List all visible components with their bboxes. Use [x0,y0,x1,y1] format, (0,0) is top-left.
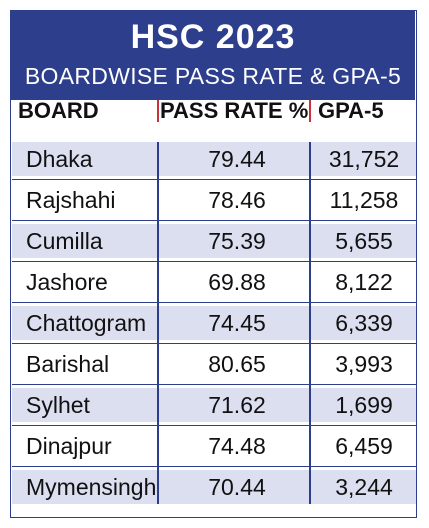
table-row: Cumilla 75.39 5,655 [12,224,416,258]
board-cell: Sylhet [26,392,90,418]
title: HSC 2023 [130,18,296,56]
row-divider [12,342,416,345]
gpa5-cell: 6,339 [335,310,393,336]
table-row: Dhaka 79.44 31,752 [12,142,416,176]
pass-rate-cell: 78.46 [208,187,266,213]
pass-rate-cell: 79.44 [208,146,266,172]
board-cell: Barishal [26,351,110,377]
pass-rate-cell: 71.62 [208,392,266,418]
board-cell: Cumilla [26,228,103,254]
table-row: Dinajpur 74.48 6,459 [12,429,416,463]
gpa5-cell: 1,699 [335,392,393,418]
infographic-frame: HSC 2023 BOARDWISE PASS RATE & GPA-5 [10,10,417,518]
subtitle: BOARDWISE PASS RATE & GPA-5 [24,63,402,89]
pass-rate-cell: 74.48 [208,433,266,459]
board-cell: Jashore [26,269,108,295]
gpa5-cell: 6,459 [335,433,393,459]
gpa5-cell: 8,122 [335,269,393,295]
column-divider-accent [157,100,159,122]
board-cell: Mymensingh [26,474,157,500]
column-divider [309,142,311,504]
column-header-board: BOARD [18,98,99,123]
column-divider-accent [309,100,311,122]
row-divider [12,219,416,222]
table-row: Jashore 69.88 8,122 [12,265,416,299]
header-banner: HSC 2023 BOARDWISE PASS RATE & GPA-5 [11,11,415,100]
row-divider [12,301,416,304]
gpa5-cell: 5,655 [335,228,393,254]
pass-rate-cell: 69.88 [208,269,266,295]
gpa5-cell: 11,258 [329,187,399,213]
gpa5-cell: 31,752 [328,146,400,172]
table-row: Chattogram 74.45 6,339 [12,306,416,340]
table-row: Mymensingh 70.44 3,244 [12,470,416,504]
row-divider [12,260,416,263]
gpa5-cell: 3,244 [335,474,393,500]
row-divider [12,383,416,386]
column-divider [157,142,159,504]
board-cell: Chattogram [26,310,147,336]
column-header-gpa5: GPA-5 [318,98,384,123]
board-cell: Dinajpur [26,433,112,459]
column-header-pass-rate: PASS RATE % [160,98,309,123]
board-cell: Rajshahi [26,187,116,213]
pass-rate-cell: 75.39 [208,228,266,254]
table-row: Sylhet 71.62 1,699 [12,388,416,422]
pass-rate-cell: 80.65 [208,351,266,377]
table-row: Barishal 80.65 3,993 [12,347,416,381]
table-row: Rajshahi 78.46 11,258 [12,183,416,217]
row-divider [12,465,416,468]
row-divider [12,424,416,427]
pass-rate-cell: 74.45 [208,310,266,336]
board-cell: Dhaka [26,146,93,172]
gpa5-cell: 3,993 [335,351,393,377]
row-divider [12,178,416,181]
pass-rate-cell: 70.44 [208,474,266,500]
